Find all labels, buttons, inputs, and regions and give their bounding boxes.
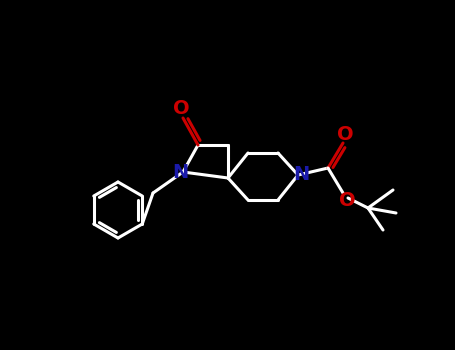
Text: O: O	[339, 191, 355, 210]
Text: N: N	[293, 166, 309, 184]
Text: O: O	[173, 99, 189, 119]
Text: N: N	[172, 162, 188, 182]
Text: O: O	[337, 125, 354, 144]
